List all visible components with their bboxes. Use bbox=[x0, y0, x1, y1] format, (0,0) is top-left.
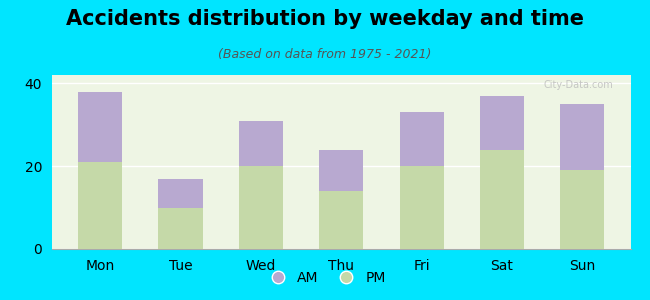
Bar bbox=[480, 96, 524, 150]
Legend: AM, PM: AM, PM bbox=[258, 265, 392, 290]
Text: City-Data.com: City-Data.com bbox=[543, 80, 613, 90]
Bar bbox=[560, 104, 604, 170]
Bar bbox=[239, 121, 283, 166]
Bar bbox=[78, 162, 122, 249]
Bar bbox=[78, 92, 122, 162]
Bar bbox=[159, 208, 203, 249]
Text: Accidents distribution by weekday and time: Accidents distribution by weekday and ti… bbox=[66, 9, 584, 29]
Bar bbox=[319, 191, 363, 249]
Bar bbox=[400, 112, 444, 166]
Bar bbox=[400, 166, 444, 249]
Bar bbox=[480, 150, 524, 249]
Bar bbox=[560, 170, 604, 249]
Bar bbox=[319, 150, 363, 191]
Bar bbox=[239, 166, 283, 249]
Text: (Based on data from 1975 - 2021): (Based on data from 1975 - 2021) bbox=[218, 48, 432, 61]
Bar bbox=[159, 178, 203, 208]
